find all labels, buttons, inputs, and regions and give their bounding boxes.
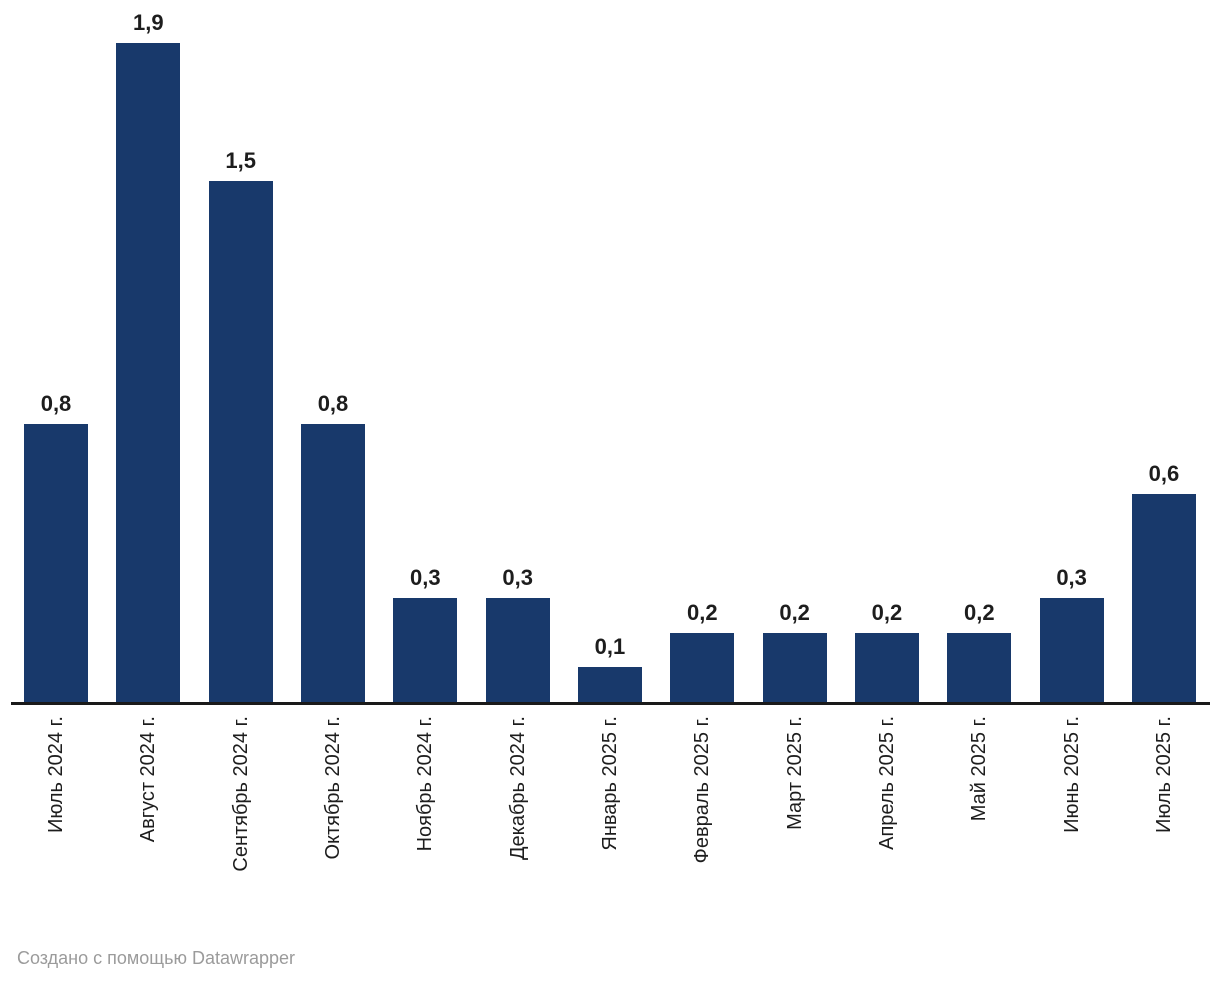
bar-rect[interactable] (208, 181, 273, 702)
x-axis-label-slot: Август 2024 г. (116, 716, 180, 916)
bar-rect[interactable] (485, 598, 550, 702)
x-axis-label-slot: Декабрь 2024 г. (486, 716, 550, 916)
x-axis-label-slot: Октябрь 2024 г. (301, 716, 365, 916)
x-axis-label-slot: Январь 2025 г. (578, 716, 642, 916)
bar-value-label: 0,6 (1148, 461, 1180, 486)
bar-column: 0,8 (300, 391, 365, 702)
bar-rect[interactable] (1131, 494, 1196, 702)
bar-value-label: 0,3 (1056, 565, 1087, 590)
x-axis-labels: Июль 2024 г. Август 2024 г. Сентябрь 202… (0, 716, 1220, 916)
x-axis-label: Сентябрь 2024 г. (229, 716, 252, 872)
bar-rect[interactable] (1039, 598, 1104, 702)
x-axis-label: Май 2025 г. (968, 716, 991, 822)
bar-rect[interactable] (300, 424, 365, 702)
x-axis-label-slot: Июнь 2025 г. (1040, 716, 1104, 916)
bar-column: 0,2 (947, 600, 1012, 702)
bar-rect[interactable] (762, 633, 827, 702)
x-axis-label: Апрель 2025 г. (875, 716, 898, 850)
bar-value-label: 1,9 (133, 10, 164, 35)
bar-column: 0,2 (670, 600, 735, 702)
bar-column: 0,1 (577, 634, 642, 702)
x-axis-label: Февраль 2025 г. (691, 716, 714, 864)
x-axis-label-slot: Ноябрь 2024 г. (393, 716, 457, 916)
bar-rect[interactable] (24, 424, 88, 702)
bar-rect[interactable] (116, 43, 181, 702)
x-axis-label-slot: Апрель 2025 г. (855, 716, 919, 916)
x-axis-label-slot: Сентябрь 2024 г. (209, 716, 273, 916)
attribution-text: Создано с помощью Datawrapper (17, 948, 296, 968)
x-axis-label: Ноябрь 2024 г. (414, 716, 437, 852)
x-axis-label: Март 2025 г. (783, 716, 806, 830)
bar-column: 0,3 (485, 565, 550, 702)
bar-value-label: 0,2 (687, 600, 718, 625)
bar-value-label: 0,2 (779, 600, 810, 625)
x-axis-label-slot: Июль 2024 г. (24, 716, 88, 916)
bar-value-label: 0,3 (502, 565, 533, 590)
bar-rect[interactable] (947, 633, 1012, 702)
x-axis-label: Август 2024 г. (137, 716, 160, 843)
x-axis-label: Декабрь 2024 г. (506, 716, 529, 860)
bar-column: 0,3 (1039, 565, 1104, 702)
bar-column: 0,3 (393, 565, 458, 702)
bar-column: 0,6 (1131, 461, 1196, 702)
bar-rect[interactable] (854, 633, 919, 702)
x-axis-line (11, 702, 1210, 705)
bar-rect[interactable] (577, 667, 642, 702)
bar-value-label: 0,2 (871, 600, 903, 625)
x-axis-label: Июль 2025 г. (1152, 716, 1175, 834)
x-axis-label-slot: Июль 2025 г. (1132, 716, 1196, 916)
x-axis-label: Январь 2025 г. (598, 716, 621, 851)
x-axis-label: Июль 2024 г. (45, 716, 67, 834)
bar-value-label: 1,5 (225, 148, 256, 173)
bar-column: 0,2 (854, 600, 919, 702)
bar-value-label: 0,1 (594, 634, 626, 659)
x-axis-label-slot: Февраль 2025 г. (670, 716, 734, 916)
bar-column: 0,2 (762, 600, 827, 702)
bar-value-label: 0,3 (410, 565, 441, 590)
x-axis-label-slot: Май 2025 г. (947, 716, 1011, 916)
bar-column: 0,8 (24, 391, 88, 702)
bar-rect[interactable] (393, 598, 458, 702)
bar-value-label: 0,8 (317, 391, 349, 416)
bar-value-label: 0,8 (40, 391, 72, 416)
x-axis-label: Июнь 2025 г. (1060, 716, 1083, 833)
plot-area: 0,8 1,9 1,5 0,8 0,3 0,3 0,1 0,2 0,2 0,2 (24, 10, 1196, 702)
x-axis-label-slot: Март 2025 г. (763, 716, 827, 916)
bar-column: 1,5 (208, 148, 273, 702)
bar-value-label: 0,2 (963, 600, 995, 625)
x-axis-label: Октябрь 2024 г. (321, 716, 344, 860)
bar-rect[interactable] (670, 633, 735, 702)
bar-column: 1,9 (116, 10, 181, 702)
